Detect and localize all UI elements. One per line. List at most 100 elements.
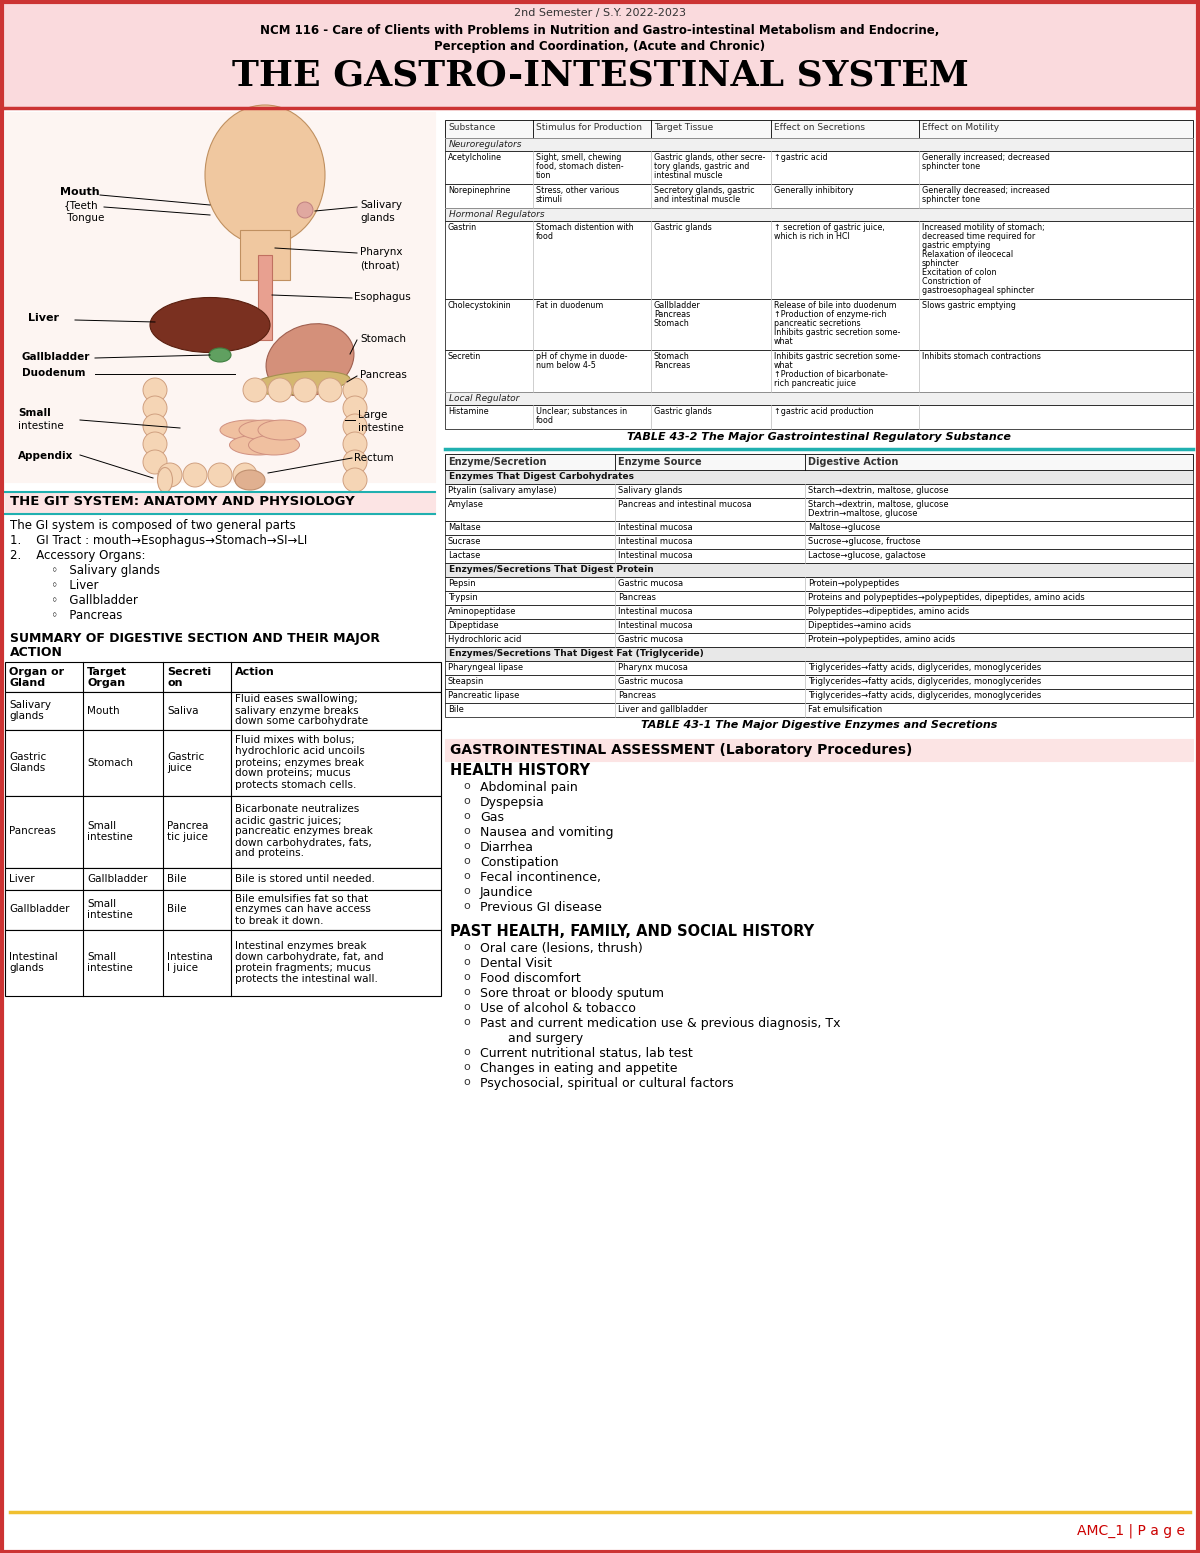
Text: Secreti: Secreti	[167, 666, 211, 677]
Text: o: o	[463, 1002, 469, 1013]
Text: Sucrase: Sucrase	[448, 537, 481, 547]
Circle shape	[343, 467, 367, 492]
Text: o: o	[463, 1062, 469, 1072]
Text: gastroesophageal sphincter: gastroesophageal sphincter	[922, 286, 1034, 295]
Text: Starch→dextrin, maltose, glucose: Starch→dextrin, maltose, glucose	[808, 500, 949, 509]
Text: Intestinal mucosa: Intestinal mucosa	[618, 607, 692, 617]
Text: HEALTH HISTORY: HEALTH HISTORY	[450, 763, 590, 778]
Text: Steapsin: Steapsin	[448, 677, 485, 686]
Text: Excitation of colon: Excitation of colon	[922, 269, 996, 276]
Ellipse shape	[205, 106, 325, 245]
Text: juice: juice	[167, 763, 192, 773]
Text: Pancreatic lipase: Pancreatic lipase	[448, 691, 520, 700]
Text: Maltase: Maltase	[448, 523, 481, 533]
Text: sphincter: sphincter	[922, 259, 960, 269]
Text: Abdominal pain: Abdominal pain	[480, 781, 577, 794]
Text: ↑ secretion of gastric juice,: ↑ secretion of gastric juice,	[774, 224, 884, 231]
Text: enzymes can have access: enzymes can have access	[235, 904, 371, 915]
Text: Pancrea: Pancrea	[167, 822, 209, 831]
Text: Pancreas and intestinal mucosa: Pancreas and intestinal mucosa	[618, 500, 751, 509]
Circle shape	[298, 202, 313, 217]
Text: ◦   Liver: ◦ Liver	[10, 579, 98, 592]
Text: proteins; enzymes break: proteins; enzymes break	[235, 758, 364, 767]
Text: gastric emptying: gastric emptying	[922, 241, 990, 250]
Text: Intestinal mucosa: Intestinal mucosa	[618, 523, 692, 533]
Text: down some carbohydrate: down some carbohydrate	[235, 716, 368, 727]
Text: Pancreas: Pancreas	[618, 691, 656, 700]
Text: Gastric glands: Gastric glands	[654, 224, 712, 231]
Bar	[445, 620, 1193, 634]
Text: Amylase: Amylase	[448, 500, 484, 509]
Text: and proteins.: and proteins.	[235, 848, 304, 859]
Text: Bile: Bile	[167, 904, 186, 915]
Bar	[445, 564, 1193, 578]
Text: Gastric: Gastric	[167, 752, 204, 763]
Text: Gastrin: Gastrin	[448, 224, 478, 231]
Circle shape	[343, 396, 367, 419]
Text: Food discomfort: Food discomfort	[480, 972, 581, 985]
Text: Gallbladder: Gallbladder	[10, 904, 70, 915]
Text: Stress, other various: Stress, other various	[536, 186, 619, 196]
Text: Inhibits gastric secretion some-: Inhibits gastric secretion some-	[774, 328, 900, 337]
Text: Gastric glands: Gastric glands	[654, 407, 712, 416]
Text: o: o	[463, 856, 469, 867]
Ellipse shape	[266, 323, 354, 396]
Text: Stimulus for Production: Stimulus for Production	[536, 123, 642, 132]
Text: Sight, smell, chewing: Sight, smell, chewing	[536, 154, 622, 162]
Text: SUMMARY OF DIGESTIVE SECTION AND THEIR MAJOR: SUMMARY OF DIGESTIVE SECTION AND THEIR M…	[10, 632, 380, 644]
Text: and intestinal muscle: and intestinal muscle	[654, 196, 740, 203]
Text: Hormonal Regulators: Hormonal Regulators	[449, 210, 545, 219]
Ellipse shape	[239, 419, 293, 439]
Text: Pancreas: Pancreas	[618, 593, 656, 603]
Text: Slows gastric emptying: Slows gastric emptying	[922, 301, 1016, 311]
Text: and surgery: and surgery	[480, 1033, 583, 1045]
Text: Liver and gallbladder: Liver and gallbladder	[618, 705, 708, 714]
Text: Hydrochloric acid: Hydrochloric acid	[448, 635, 521, 644]
Text: The GI system is composed of two general parts: The GI system is composed of two general…	[10, 519, 295, 533]
Text: pH of chyme in duode-: pH of chyme in duode-	[536, 353, 628, 360]
Text: Constipation: Constipation	[480, 856, 559, 870]
Text: glands: glands	[10, 711, 43, 721]
Text: Gland: Gland	[10, 679, 46, 688]
Text: ◦   Salivary glands: ◦ Salivary glands	[10, 564, 160, 578]
Text: Intestinal: Intestinal	[10, 952, 58, 961]
Text: Sucrose→glucose, fructose: Sucrose→glucose, fructose	[808, 537, 920, 547]
Text: Nausea and vomiting: Nausea and vomiting	[480, 826, 613, 839]
Bar	[0, 0, 1200, 109]
Bar	[445, 183, 1193, 208]
Bar	[445, 349, 1193, 391]
Text: Liver: Liver	[28, 314, 59, 323]
Text: protects the intestinal wall.: protects the intestinal wall.	[235, 974, 378, 985]
Text: food: food	[536, 231, 554, 241]
Bar	[5, 797, 442, 868]
Text: Constriction of: Constriction of	[922, 276, 980, 286]
Ellipse shape	[150, 298, 270, 353]
Text: l juice: l juice	[167, 963, 198, 974]
Text: o: o	[463, 972, 469, 981]
Text: TABLE 43-2 The Major Gastrointestinal Regulatory Substance: TABLE 43-2 The Major Gastrointestinal Re…	[628, 432, 1010, 443]
Text: Gastric glands, other secre-: Gastric glands, other secre-	[654, 154, 766, 162]
Text: Rectum: Rectum	[354, 453, 394, 463]
Bar	[445, 662, 1193, 676]
Text: THE GASTRO-INTESTINAL SYSTEM: THE GASTRO-INTESTINAL SYSTEM	[232, 57, 968, 92]
Text: Protein→polypeptides, amino acids: Protein→polypeptides, amino acids	[808, 635, 955, 644]
Text: Bile is stored until needed.: Bile is stored until needed.	[235, 873, 374, 884]
Bar	[445, 405, 1193, 429]
Text: Bile: Bile	[448, 705, 464, 714]
Text: intestine: intestine	[88, 963, 133, 974]
Text: Mouth: Mouth	[88, 705, 120, 716]
Bar	[445, 550, 1193, 564]
Text: num below 4-5: num below 4-5	[536, 360, 596, 370]
Circle shape	[233, 463, 257, 488]
Bar	[5, 930, 442, 995]
Text: Organ: Organ	[88, 679, 125, 688]
Text: Pharynx: Pharynx	[360, 247, 402, 256]
Text: Target Tissue: Target Tissue	[654, 123, 713, 132]
Text: Small: Small	[88, 822, 116, 831]
Bar	[445, 739, 1193, 761]
Text: Effect on Secretions: Effect on Secretions	[774, 123, 865, 132]
Bar	[5, 112, 436, 481]
Circle shape	[208, 463, 232, 488]
Text: Secretin: Secretin	[448, 353, 481, 360]
Text: pancreatic secretions: pancreatic secretions	[774, 318, 860, 328]
